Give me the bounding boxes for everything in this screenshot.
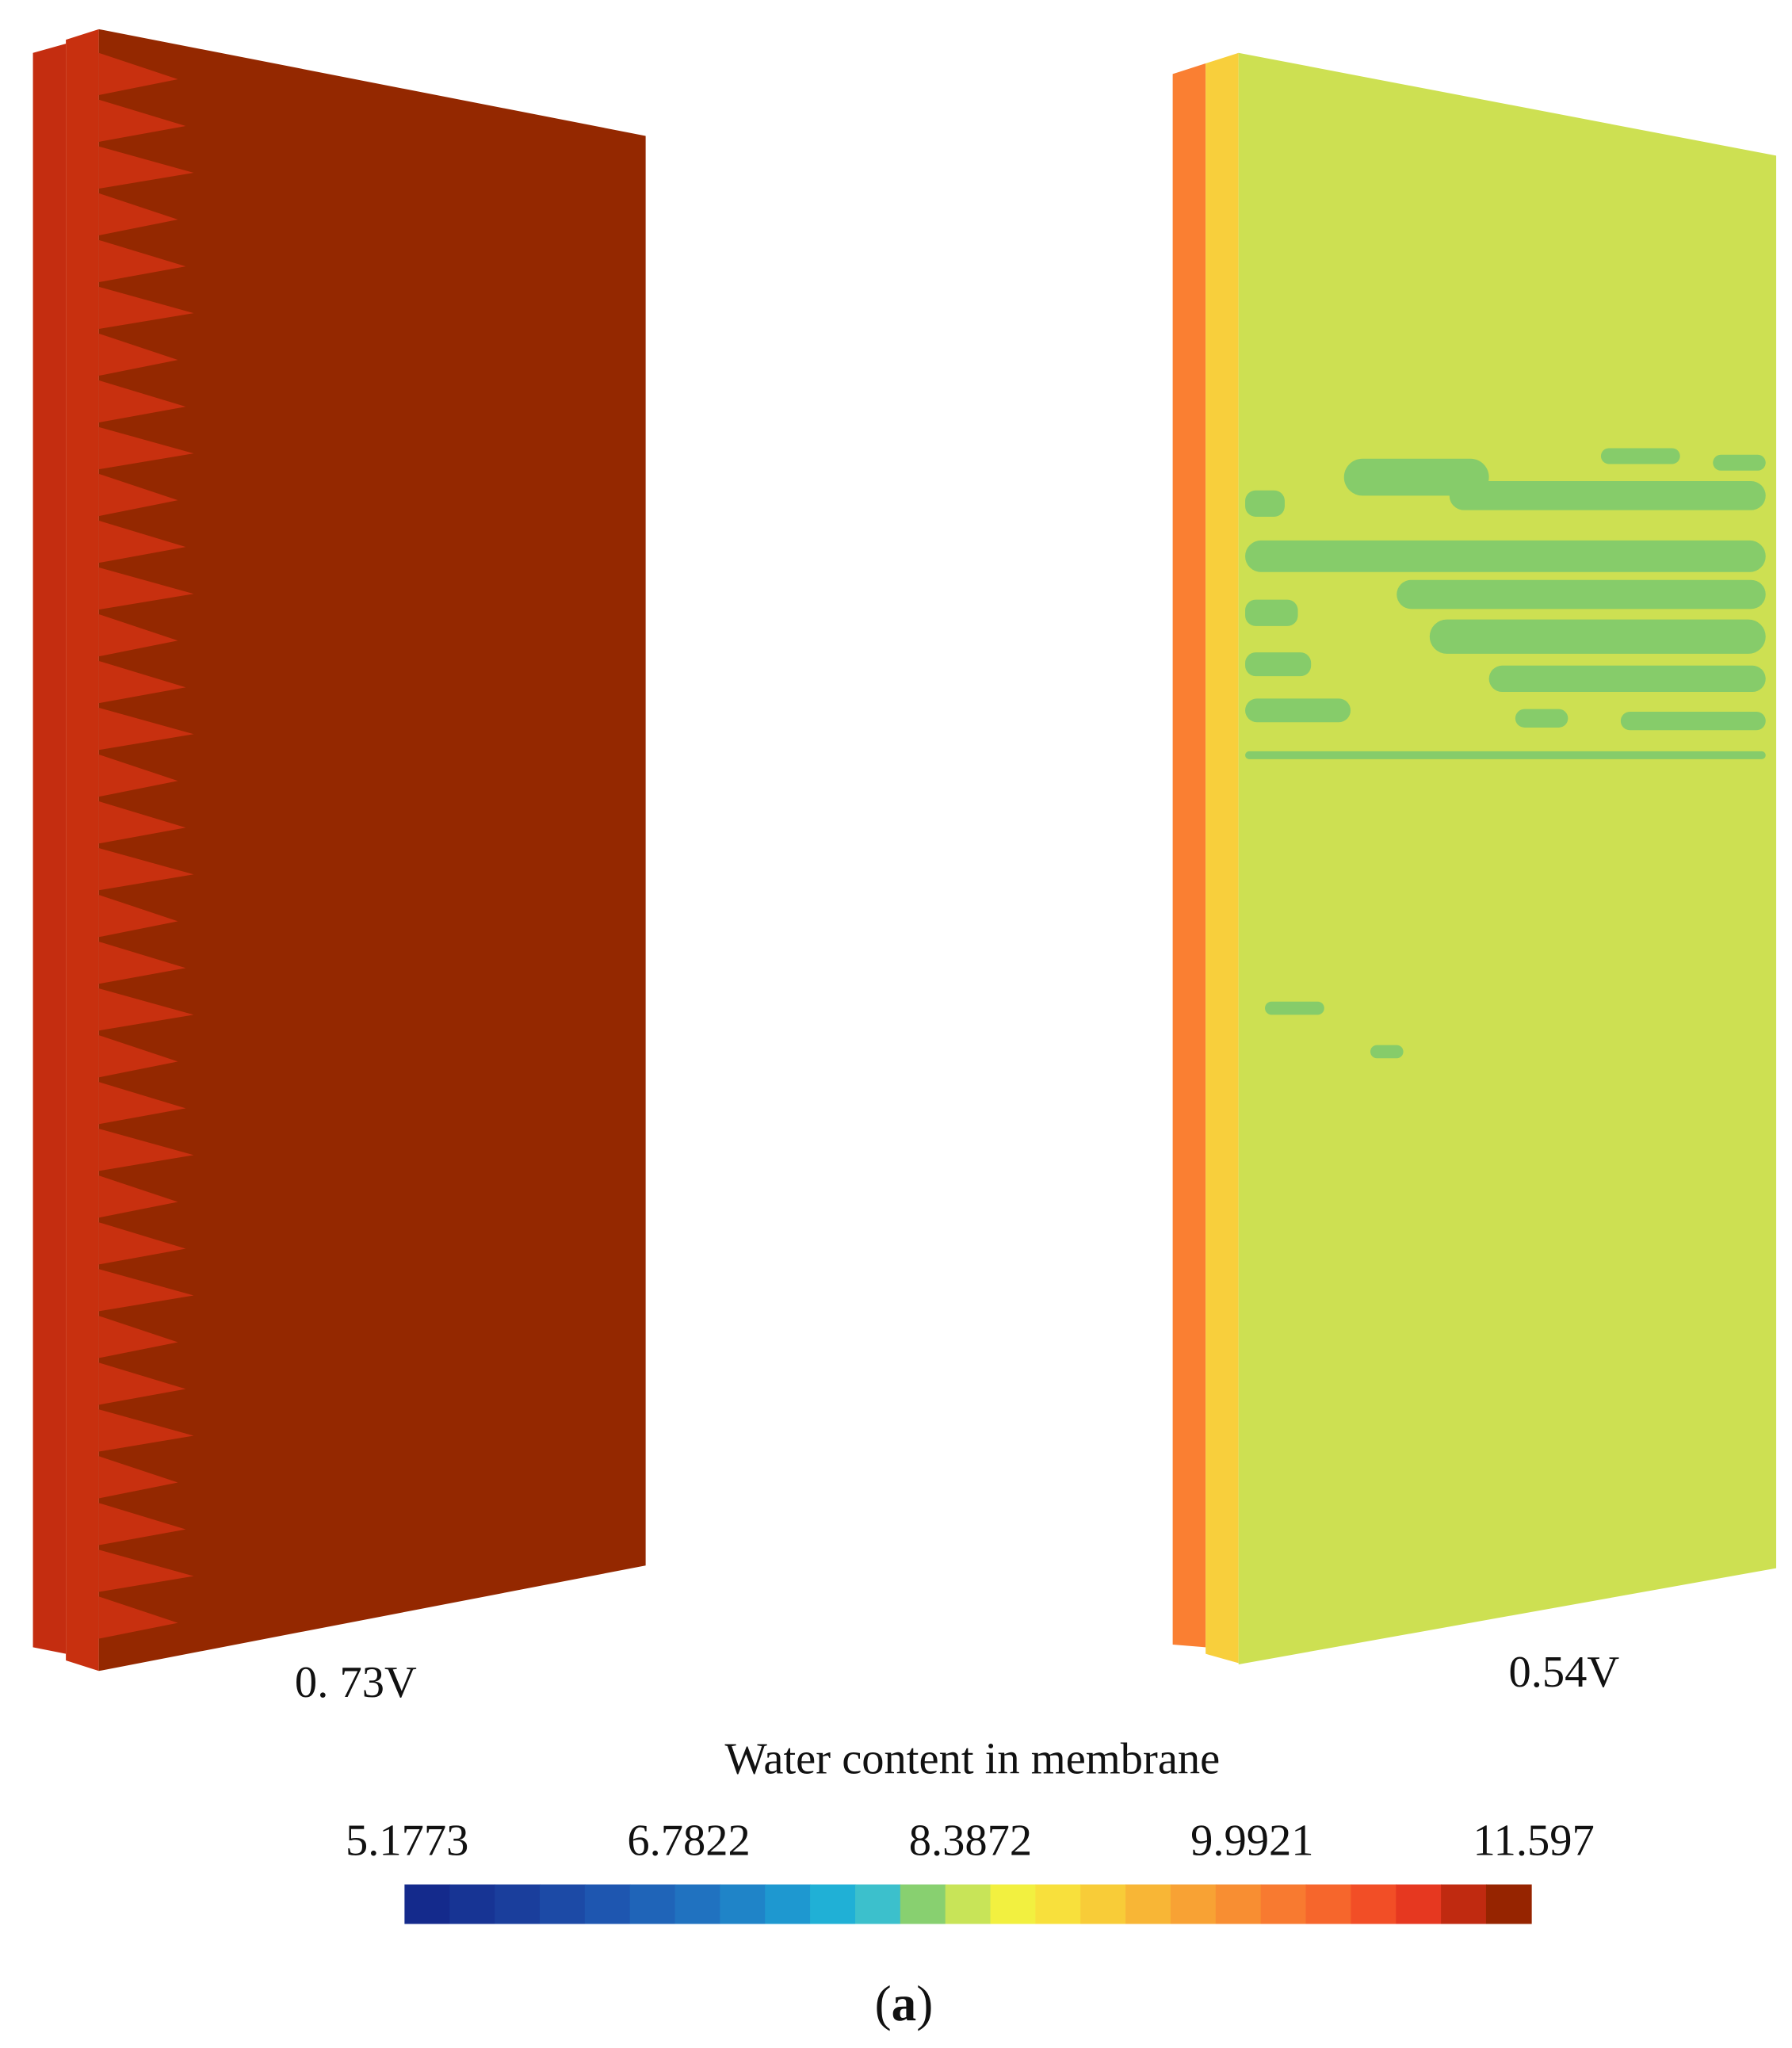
- colorbar-segment: [854, 1884, 901, 1924]
- colorbar-segment: [404, 1884, 451, 1924]
- colorbar-segment: [1441, 1884, 1487, 1924]
- colorbar-segment: [1351, 1884, 1397, 1924]
- tooth: [98, 520, 186, 564]
- tooth: [98, 988, 194, 1031]
- back-plate: [1172, 63, 1206, 1648]
- colorbar-segment: [990, 1884, 1037, 1924]
- back-plate: [32, 44, 67, 1654]
- wet-patches: [1245, 448, 1766, 1059]
- tooth: [98, 1316, 178, 1358]
- caption-open: (: [875, 1975, 892, 2031]
- tooth: [98, 1035, 178, 1078]
- panel-label: 0.54V: [1509, 1648, 1620, 1697]
- tooth: [98, 1129, 194, 1171]
- middle-plate: [1205, 52, 1239, 1664]
- colorbar-segment: [900, 1884, 946, 1924]
- colorbar-title: Water content in membrane: [725, 1735, 1221, 1784]
- tooth: [98, 801, 186, 844]
- tooth: [98, 1596, 178, 1639]
- tooth: [98, 1175, 178, 1218]
- colorbar-segment: [1080, 1884, 1126, 1924]
- tooth: [98, 1222, 186, 1265]
- colorbar-segment: [1260, 1884, 1307, 1924]
- colorbar-segment: [810, 1884, 856, 1924]
- tooth: [98, 52, 178, 95]
- tooth: [98, 1503, 186, 1546]
- colorbar-segment: [584, 1884, 631, 1924]
- front-plate: [98, 29, 646, 1672]
- colorbar-segment: [1485, 1884, 1532, 1924]
- colorbar-segment: [1125, 1884, 1171, 1924]
- colorbar-segment: [765, 1884, 811, 1924]
- colorbar-tick-label: 6.7822: [627, 1817, 750, 1866]
- tooth: [98, 1082, 186, 1125]
- tooth: [98, 660, 186, 704]
- colorbar-segment: [495, 1884, 541, 1924]
- colorbar-segment: [945, 1884, 992, 1924]
- colorbar-segment: [1215, 1884, 1262, 1924]
- colorbar-segment: [449, 1884, 495, 1924]
- tooth: [98, 942, 186, 984]
- colorbar-tick-label: 9.9921: [1190, 1817, 1313, 1866]
- colorbar-segment: [1305, 1884, 1352, 1924]
- tooth: [98, 613, 178, 657]
- tooth: [98, 239, 186, 283]
- caption-letter: a: [892, 1975, 917, 2031]
- colorbar-tick-label: 8.3872: [909, 1817, 1032, 1866]
- tooth: [98, 708, 194, 751]
- panel-label: 0. 73V: [295, 1658, 417, 1707]
- tooth: [98, 333, 178, 376]
- colorbar-segment: [1170, 1884, 1217, 1924]
- tooth: [98, 895, 178, 938]
- tooth: [98, 1456, 178, 1499]
- tooth: [98, 193, 178, 235]
- colorbar-segment: [539, 1884, 586, 1924]
- caption: (a): [875, 1975, 934, 2031]
- tooth: [98, 286, 194, 330]
- tooth: [98, 1409, 194, 1452]
- caption-close: ): [916, 1975, 933, 2031]
- colorbar-segment: [1396, 1884, 1442, 1924]
- colorbar-segment: [674, 1884, 721, 1924]
- tooth: [98, 755, 178, 797]
- tooth: [98, 848, 194, 891]
- colorbar: 5.1773 6.7822 8.3872 9.9921 11.597: [346, 1817, 1595, 1924]
- tooth: [98, 473, 178, 517]
- middle-plate: [66, 29, 99, 1672]
- colorbar-tick-label: 5.1773: [346, 1817, 468, 1866]
- left-stack: [32, 29, 646, 1672]
- tooth: [98, 567, 194, 610]
- tooth: [98, 1269, 194, 1312]
- tooth: [98, 380, 186, 423]
- colorbar-segment: [720, 1884, 766, 1924]
- colorbar-segment: [629, 1884, 676, 1924]
- colorbar-tick-label: 11.597: [1473, 1817, 1594, 1866]
- front-plate: [1238, 52, 1777, 1664]
- sawtooth: [98, 52, 194, 1639]
- tooth: [98, 1362, 186, 1405]
- tooth: [98, 1549, 194, 1592]
- colorbar-segment: [1035, 1884, 1082, 1924]
- tooth: [98, 99, 186, 142]
- tooth: [98, 146, 194, 189]
- tooth: [98, 426, 194, 470]
- right-stack: [1172, 52, 1777, 1664]
